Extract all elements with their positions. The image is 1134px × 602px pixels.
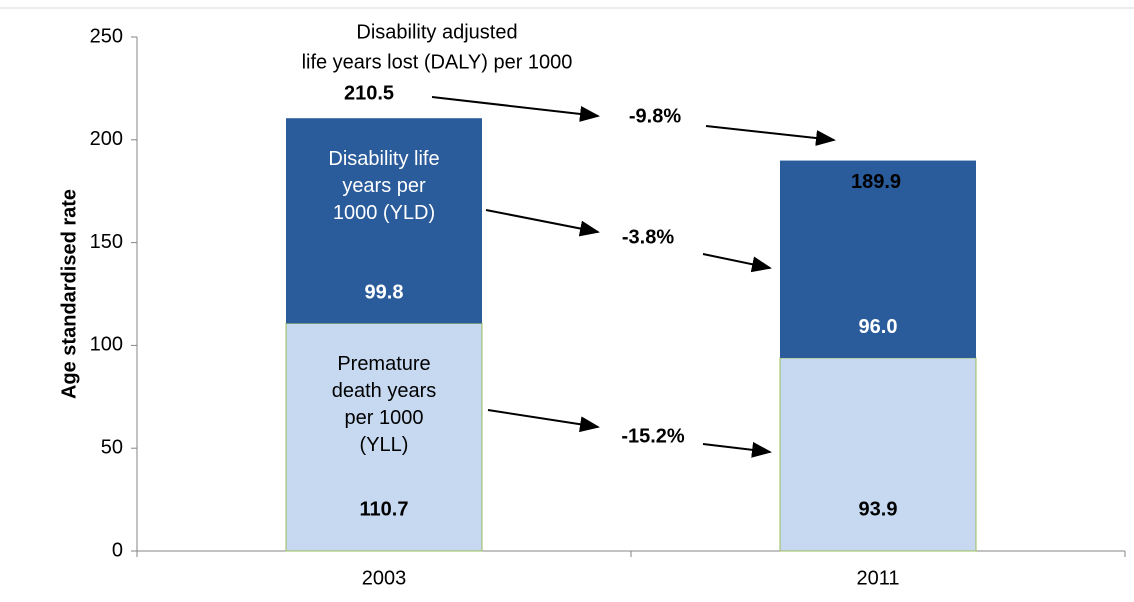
bar-segment (780, 160, 976, 358)
total-label: 189.9 (851, 171, 901, 193)
y-tick-label: 150 (90, 231, 123, 253)
y-tick-label: 100 (90, 334, 123, 356)
value-label: 96.0 (859, 316, 898, 338)
y-tick-label: 250 (90, 25, 123, 47)
total-title: Disability adjusted (356, 21, 517, 43)
value-label: 93.9 (859, 498, 898, 520)
total-label: 210.5 (344, 82, 394, 104)
y-tick-label: 50 (101, 436, 123, 458)
x-tick-label: 2011 (856, 567, 899, 589)
x-tick-label: 2003 (362, 567, 407, 589)
bar-segment (285, 322, 483, 552)
bar-segment (779, 357, 977, 552)
y-tick-label: 0 (112, 539, 123, 561)
change-label: -9.8% (629, 105, 681, 127)
y-axis-label: Age standardised rate (58, 189, 80, 399)
value-label: 99.8 (365, 282, 404, 304)
series-label: Disability life years per 1000 (YLD) (328, 148, 440, 225)
y-tick-label: 200 (90, 128, 123, 150)
series-label: Premature death years per 1000 (YLL) (331, 353, 437, 457)
arrows (431, 96, 836, 458)
total-title: life years lost (DALY) per 1000 (302, 51, 573, 73)
change-label: -15.2% (621, 425, 685, 447)
change-label: -3.8% (622, 226, 674, 248)
value-label: 110.7 (360, 498, 409, 520)
bar-segment (286, 118, 482, 324)
